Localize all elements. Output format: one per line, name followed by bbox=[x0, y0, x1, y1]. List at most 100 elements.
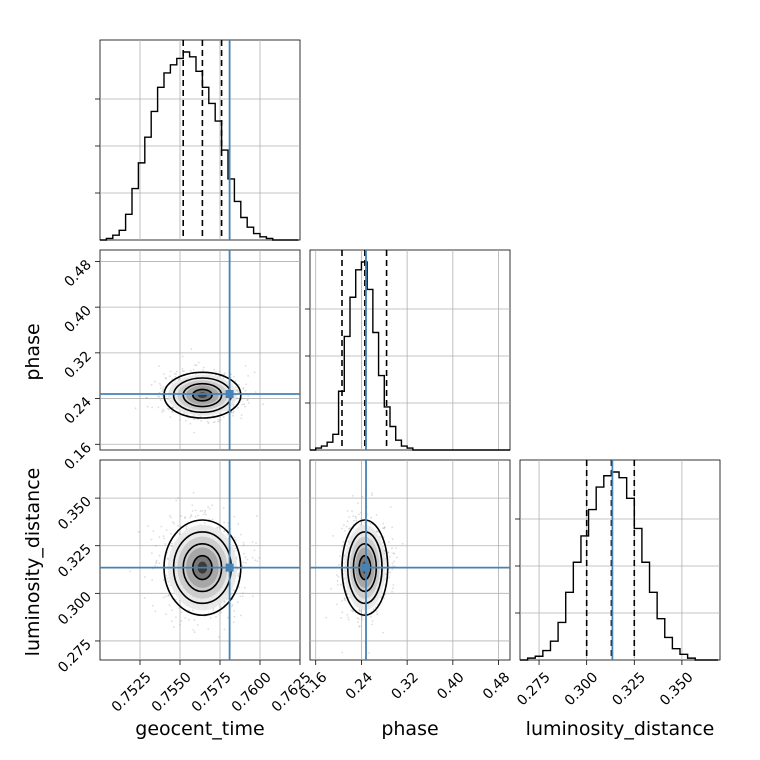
scatter-point bbox=[218, 636, 220, 638]
scatter-point bbox=[352, 610, 354, 613]
xtick-label-luminosity_distance-3: 0.350 bbox=[657, 669, 697, 709]
scatter-point bbox=[205, 513, 208, 516]
scatter-point bbox=[255, 515, 258, 518]
scatter-point bbox=[163, 537, 165, 540]
scatter-point bbox=[134, 407, 137, 410]
scatter-point bbox=[244, 405, 247, 408]
scatter-point bbox=[238, 586, 241, 589]
xtick-label-phase-4: 0.48 bbox=[480, 669, 513, 702]
scatter-point bbox=[241, 403, 244, 406]
scatter-point bbox=[339, 583, 342, 586]
scatter-point bbox=[244, 389, 247, 392]
scatter-point bbox=[181, 370, 184, 372]
scatter-point bbox=[165, 613, 167, 616]
scatter-point bbox=[341, 611, 344, 614]
scatter-point bbox=[155, 562, 157, 565]
scatter-point bbox=[371, 492, 373, 495]
panel-geocent_time-vs-phase bbox=[99, 249, 301, 451]
scatter-point bbox=[376, 603, 379, 606]
scatter-point bbox=[370, 516, 373, 519]
scatter-point bbox=[392, 584, 395, 586]
scatter-point bbox=[171, 382, 174, 385]
scatter-point bbox=[240, 417, 243, 420]
scatter-point bbox=[199, 415, 202, 418]
scatter-point bbox=[350, 609, 352, 612]
scatter-point bbox=[246, 399, 249, 402]
scatter-point bbox=[222, 507, 225, 509]
scatter-point bbox=[383, 527, 385, 530]
scatter-point bbox=[154, 544, 157, 547]
scatter-point bbox=[192, 629, 195, 631]
scatter-point bbox=[200, 420, 203, 422]
scatter-point bbox=[347, 618, 350, 621]
scatter-point bbox=[204, 522, 206, 525]
scatter-point bbox=[194, 373, 197, 375]
scatter-point bbox=[346, 520, 349, 523]
scatter-point bbox=[239, 595, 242, 598]
scatter-point bbox=[336, 583, 339, 586]
scatter-point bbox=[251, 556, 254, 559]
scatter-point bbox=[202, 366, 205, 369]
scatter-point bbox=[167, 558, 169, 560]
truth-marker-geocent_time-luminosity_distance bbox=[225, 563, 234, 572]
scatter-point bbox=[388, 541, 390, 543]
scatter-point bbox=[177, 524, 180, 527]
scatter-point bbox=[337, 575, 340, 578]
scatter-point bbox=[166, 397, 169, 400]
scatter-point bbox=[162, 386, 165, 388]
scatter-point bbox=[348, 527, 350, 530]
scatter-point bbox=[195, 364, 198, 367]
scatter-point bbox=[204, 509, 207, 512]
scatter-point bbox=[338, 555, 341, 557]
scatter-point bbox=[180, 611, 183, 613]
xtick-label-luminosity_distance-1: 0.300 bbox=[562, 669, 602, 709]
scatter-point bbox=[372, 608, 375, 611]
scatter-point bbox=[360, 511, 362, 514]
scatter-point bbox=[218, 526, 220, 528]
scatter-point bbox=[389, 506, 392, 508]
scatter-point bbox=[196, 514, 199, 517]
scatter-point bbox=[341, 527, 343, 530]
scatter-point bbox=[158, 395, 161, 398]
scatter-point bbox=[171, 410, 173, 413]
xlabel-luminosity-distance: luminosity_distance bbox=[526, 718, 715, 740]
scatter-point bbox=[197, 418, 199, 421]
ytick-label-luminosity_distance-3: 0.350 bbox=[55, 494, 95, 534]
scatter-point bbox=[190, 515, 193, 517]
scatter-point bbox=[335, 574, 338, 576]
scatter-point bbox=[240, 414, 243, 416]
scatter-point bbox=[241, 595, 244, 597]
scatter-point bbox=[202, 369, 204, 371]
scatter-point bbox=[233, 536, 236, 539]
scatter-point bbox=[145, 397, 148, 399]
scatter-point bbox=[396, 556, 398, 559]
scatter-point bbox=[348, 527, 351, 530]
panel-phase-vs-luminosity_distance bbox=[309, 459, 511, 661]
scatter-point bbox=[242, 561, 245, 564]
scatter-point bbox=[179, 624, 181, 626]
scatter-point bbox=[171, 521, 174, 524]
scatter-point bbox=[194, 509, 197, 512]
scatter-point bbox=[343, 598, 346, 600]
scatter-point bbox=[360, 518, 363, 520]
scatter-point bbox=[330, 587, 333, 590]
scatter-point bbox=[158, 382, 161, 385]
scatter-point bbox=[222, 373, 225, 376]
scatter-point bbox=[173, 626, 175, 628]
scatter-point bbox=[235, 386, 237, 389]
scatter-point bbox=[368, 652, 370, 654]
scatter-point bbox=[233, 615, 236, 618]
scatter-point bbox=[227, 616, 229, 619]
scatter-point bbox=[233, 375, 235, 378]
scatter-point bbox=[243, 403, 246, 405]
scatter-point bbox=[244, 365, 247, 367]
scatter-point bbox=[175, 598, 177, 601]
scatter-point bbox=[215, 371, 217, 373]
xtick-label-geocent_time-0: 0.7525 bbox=[109, 669, 155, 715]
scatter-point bbox=[162, 535, 165, 538]
scatter-point bbox=[258, 557, 261, 559]
scatter-point bbox=[172, 406, 174, 409]
scatter-point bbox=[194, 516, 197, 518]
xtick-label-geocent_time-3: 0.7600 bbox=[229, 669, 275, 715]
xlabel-phase: phase bbox=[381, 718, 438, 740]
